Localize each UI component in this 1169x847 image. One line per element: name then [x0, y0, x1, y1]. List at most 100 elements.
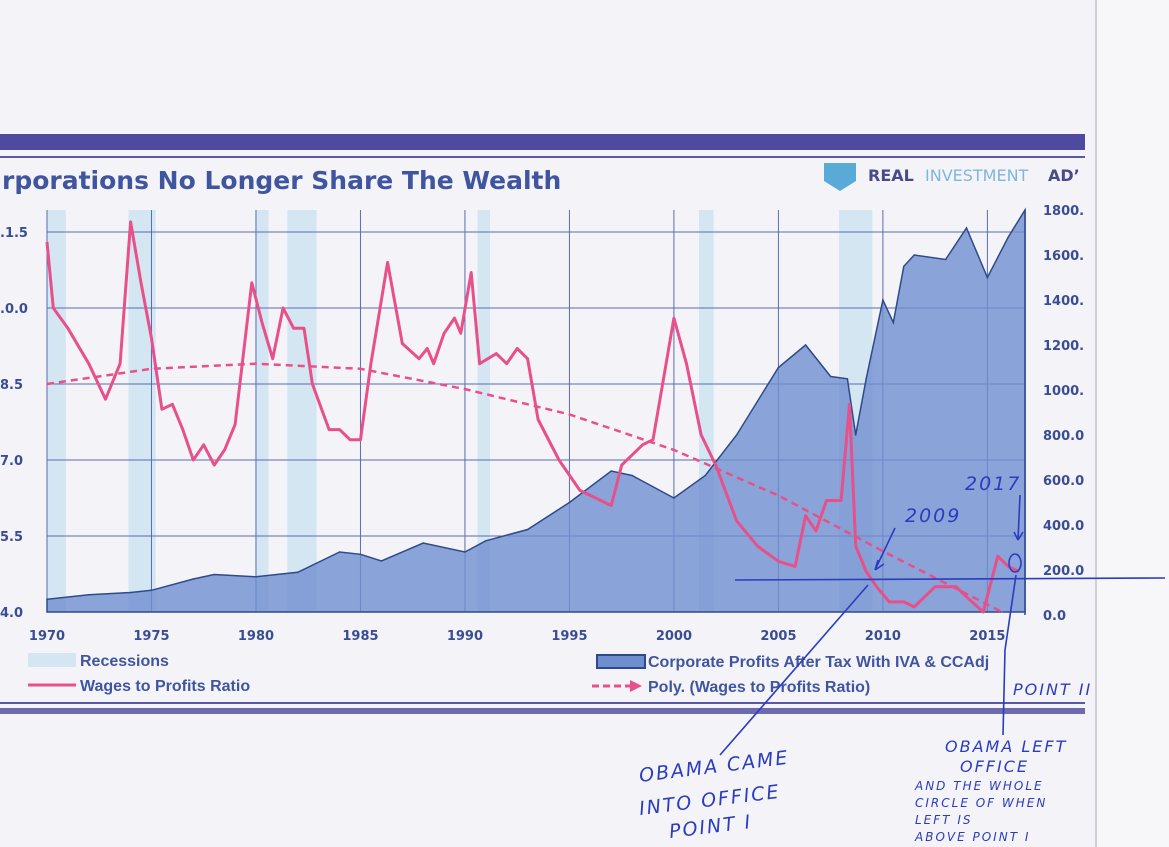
wages-point — [432, 362, 435, 365]
profits-point — [46, 598, 48, 601]
left-tick-label: .0.0 — [0, 302, 28, 317]
profits-point — [913, 254, 916, 256]
poly-point — [777, 494, 780, 497]
hand-arrow-point-1 — [719, 584, 869, 756]
brand-logo: REAL INVESTMENT AD’ — [824, 163, 1080, 191]
hand-arrow-2009 — [874, 527, 896, 571]
wages-point — [119, 362, 121, 365]
profits-point — [359, 553, 362, 556]
wages-point — [271, 357, 274, 360]
right-tick-label: 1600. — [1043, 249, 1084, 264]
right-tick-label: 200.0 — [1043, 564, 1084, 579]
wages-point — [426, 347, 429, 350]
annotation-point-2: POINT II — [1013, 680, 1092, 699]
right-tick-label: 800.0 — [1043, 429, 1084, 444]
profits-point — [526, 528, 529, 531]
annotation-came-2: INTO OFFICE — [638, 781, 782, 820]
wages-point — [599, 499, 602, 502]
wages-point — [777, 560, 780, 563]
poly-point — [568, 413, 571, 416]
wages-point — [714, 464, 717, 466]
x-tick-label: 1995 — [551, 629, 587, 644]
poly-trend-line — [46, 362, 1003, 614]
annotation-came-3: POINT I — [668, 811, 754, 843]
profits-point — [735, 434, 738, 436]
poly-point — [464, 388, 466, 390]
poly-point — [1001, 611, 1003, 613]
wages-point — [804, 514, 807, 517]
wages-point — [370, 362, 372, 365]
wages-point — [104, 398, 107, 401]
wages-point — [282, 307, 284, 309]
profits-point — [255, 575, 257, 578]
wages-point — [443, 332, 445, 335]
wages-point — [934, 585, 936, 588]
poly-point — [673, 449, 675, 451]
wages-point — [250, 281, 253, 284]
recession-band — [287, 210, 317, 612]
annotation-left-6: ABOVE POINT I — [914, 830, 1030, 844]
wages-point — [418, 357, 420, 360]
profits-point — [129, 591, 132, 594]
profits-point — [213, 573, 215, 576]
wages-point — [902, 601, 905, 603]
recession-band — [47, 210, 66, 612]
x-tick-label: 1970 — [29, 629, 65, 644]
profits-point — [854, 434, 857, 436]
x-tick-label: 2000 — [656, 629, 692, 644]
profits-point — [338, 551, 341, 553]
right-tick-label: 0.0 — [1043, 609, 1066, 624]
profits-point — [865, 377, 867, 380]
wages-point — [685, 362, 688, 365]
annotation-left-3: AND THE WHOLE — [914, 779, 1044, 793]
wages-point — [735, 520, 738, 522]
wages-point — [87, 362, 90, 365]
wages-point — [140, 281, 142, 284]
wages-point — [478, 362, 481, 365]
left-tick-label: 4.0 — [0, 606, 23, 621]
profits-point — [777, 366, 780, 369]
wages-point — [129, 221, 132, 223]
wages-point — [303, 327, 305, 330]
wages-point — [150, 337, 153, 340]
profits-point — [150, 589, 153, 592]
brand-investment: INVESTMENT — [925, 166, 1029, 185]
legend-profits: Corporate Profits After Tax With IVA & C… — [648, 654, 989, 671]
right-tick-label: 1800. — [1043, 204, 1084, 219]
brand-adv: AD’ — [1048, 166, 1080, 185]
brand-real: REAL — [868, 166, 914, 185]
wages-point — [46, 241, 48, 243]
legend-profits-swatch — [596, 654, 646, 669]
wages-point — [223, 449, 226, 451]
wages-point — [516, 347, 518, 350]
right-tick-label: 1400. — [1043, 294, 1084, 309]
x-tick-label: 2005 — [760, 629, 796, 644]
bottom-band — [0, 708, 1085, 714]
wages-point — [182, 428, 184, 431]
left-tick-label: 5.5 — [0, 530, 23, 545]
left-tick-label: 7.0 — [0, 454, 23, 469]
right-tick-label: 1200. — [1043, 339, 1084, 354]
wages-point — [202, 444, 205, 446]
annotation-2017: 2017 — [965, 473, 1021, 495]
wages-point — [234, 423, 236, 426]
profits-point — [846, 377, 849, 380]
poly-point — [255, 362, 257, 365]
wages-point — [558, 459, 560, 461]
profits-point — [485, 539, 487, 542]
recession-band — [477, 210, 491, 612]
profits-point — [902, 265, 905, 268]
legend-poly-arrow-icon — [630, 680, 642, 692]
wages-point — [359, 438, 362, 441]
wages-point — [505, 362, 508, 365]
x-tick-label: 1975 — [133, 629, 169, 644]
left-tick-label: 8.5 — [0, 378, 23, 393]
hand-arrow-2017 — [1013, 494, 1024, 541]
wages-point — [997, 555, 999, 558]
annotation-2009: 2009 — [905, 505, 961, 527]
legend-poly: Poly. (Wages to Profits Ratio) — [648, 679, 870, 696]
wages-point — [453, 317, 456, 319]
chart-title: rporations No Longer Share The Wealth — [2, 166, 561, 195]
wages-point — [338, 428, 341, 431]
